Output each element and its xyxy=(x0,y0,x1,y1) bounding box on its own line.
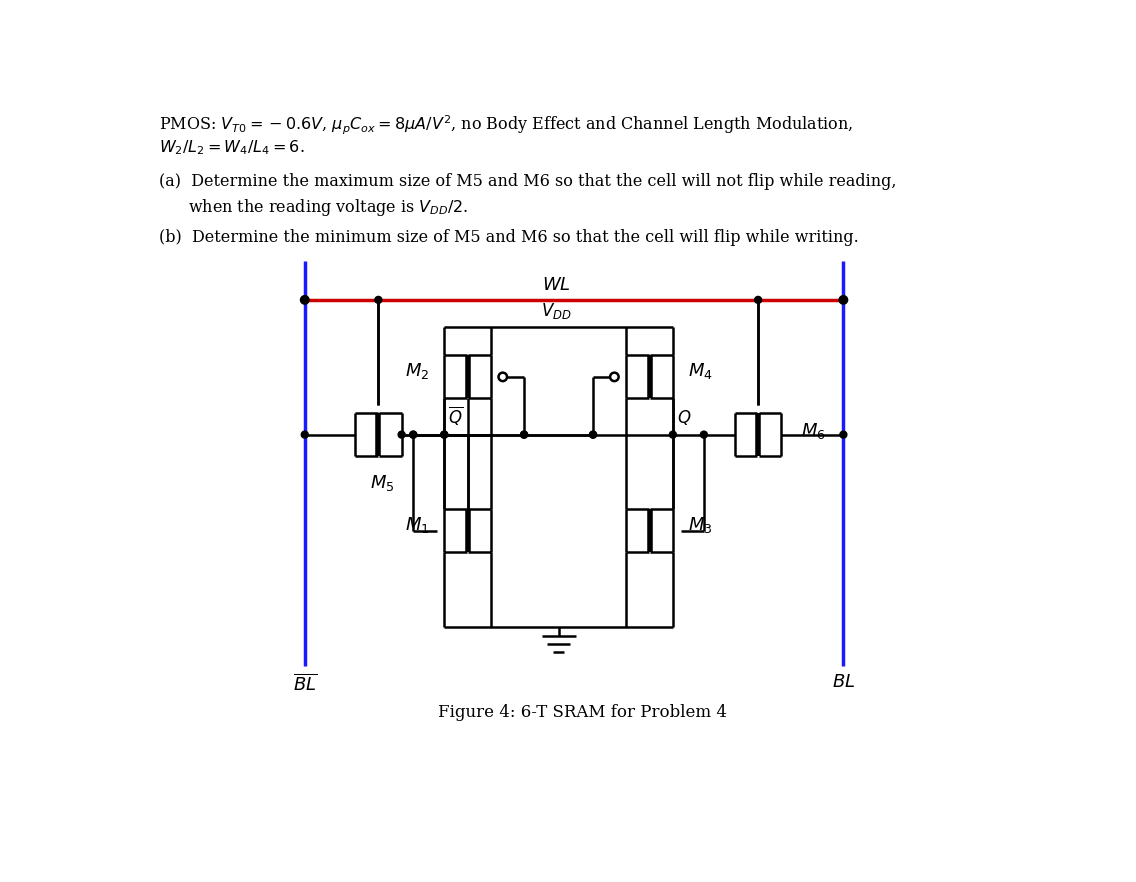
Text: $M_4$: $M_4$ xyxy=(687,361,712,381)
Text: $M_6$: $M_6$ xyxy=(801,421,826,441)
Text: PMOS: $V_{T0} = -0.6V$, $\mu_p C_{ox} = 8\mu A/V^2$, no Body Effect and Channel : PMOS: $V_{T0} = -0.6V$, $\mu_p C_{ox} = … xyxy=(159,114,853,137)
Text: (b)  Determine the minimum size of M5 and M6 so that the cell will flip while wr: (b) Determine the minimum size of M5 and… xyxy=(159,229,859,246)
Circle shape xyxy=(590,431,596,438)
Circle shape xyxy=(701,431,708,438)
Text: $W_2/L_2 = W_4/L_4 = 6$.: $W_2/L_2 = W_4/L_4 = 6$. xyxy=(159,138,304,157)
Circle shape xyxy=(301,431,308,438)
Circle shape xyxy=(754,296,761,303)
Circle shape xyxy=(840,295,847,304)
Text: $\overline{Q}$: $\overline{Q}$ xyxy=(448,404,463,427)
Circle shape xyxy=(410,431,417,438)
Circle shape xyxy=(441,431,448,438)
Text: $M_2$: $M_2$ xyxy=(406,361,429,381)
Text: $BL$: $BL$ xyxy=(832,673,855,691)
Circle shape xyxy=(375,296,382,303)
Circle shape xyxy=(520,431,527,438)
Text: $M_3$: $M_3$ xyxy=(687,515,712,534)
Text: $M_5$: $M_5$ xyxy=(370,473,394,493)
Circle shape xyxy=(840,431,846,438)
Circle shape xyxy=(441,431,448,438)
Text: $V_{DD}$: $V_{DD}$ xyxy=(541,302,573,321)
Text: when the reading voltage is $V_{DD}/2$.: when the reading voltage is $V_{DD}/2$. xyxy=(189,198,468,219)
Text: (a)  Determine the maximum size of M5 and M6 so that the cell will not flip whil: (a) Determine the maximum size of M5 and… xyxy=(159,173,896,190)
Circle shape xyxy=(410,431,417,438)
Circle shape xyxy=(669,431,676,438)
Circle shape xyxy=(398,431,406,438)
Text: $WL$: $WL$ xyxy=(542,276,571,294)
Text: $M_1$: $M_1$ xyxy=(404,515,429,534)
Circle shape xyxy=(301,295,309,304)
Text: $\overline{BL}$: $\overline{BL}$ xyxy=(293,673,317,694)
Text: $Q$: $Q$ xyxy=(677,408,691,427)
Circle shape xyxy=(520,431,527,438)
Circle shape xyxy=(590,431,596,438)
Text: Figure 4: 6-T SRAM for Problem 4: Figure 4: 6-T SRAM for Problem 4 xyxy=(437,704,727,721)
